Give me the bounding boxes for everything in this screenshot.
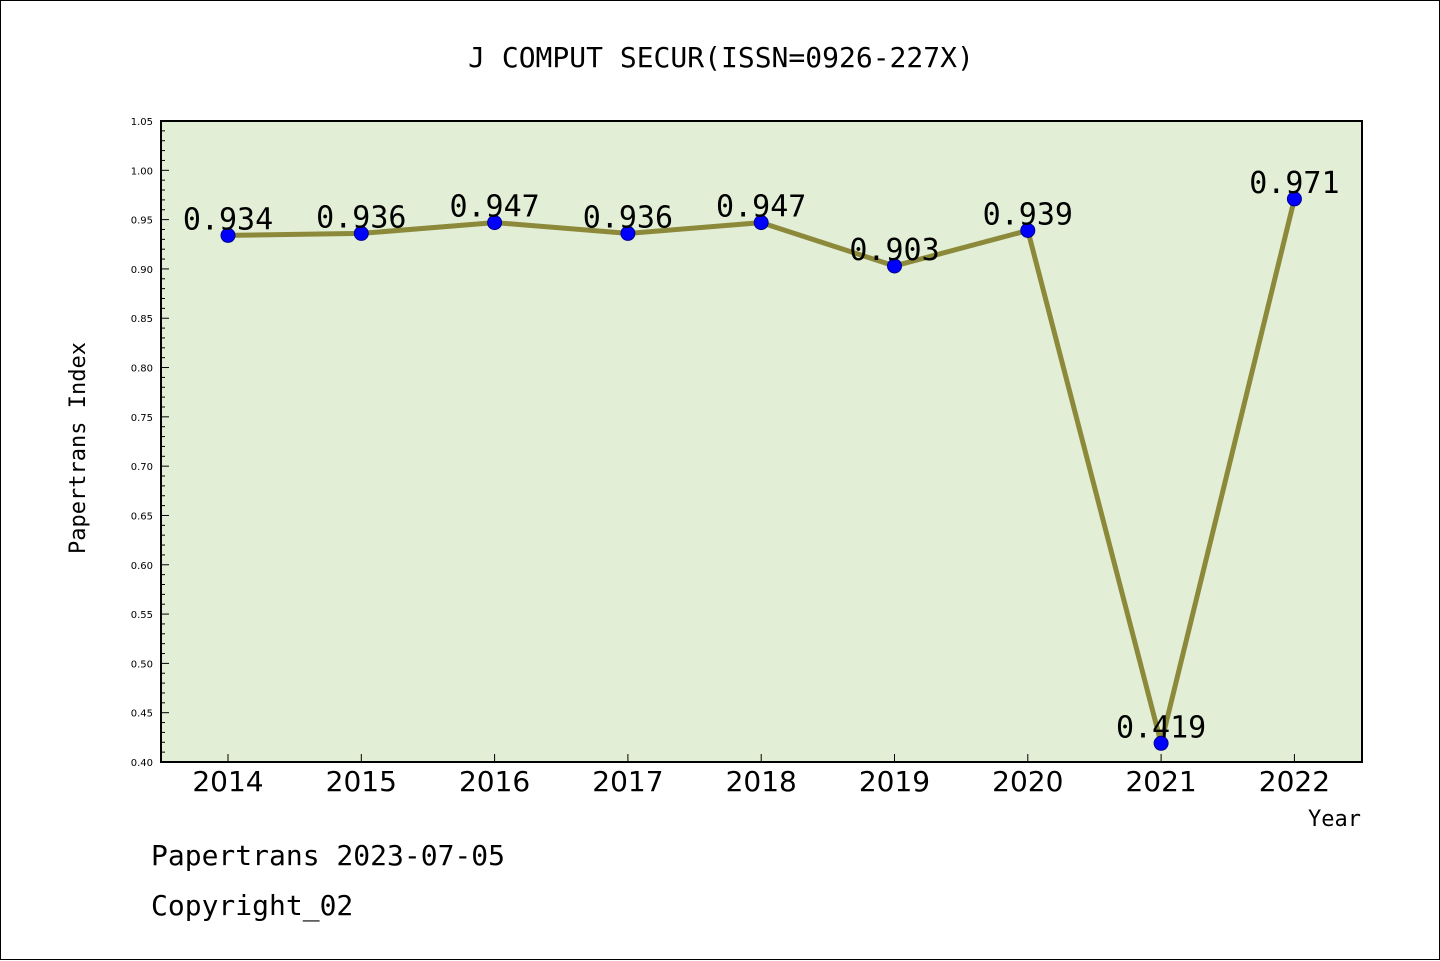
x-tick-label: 2022 [1259,765,1330,798]
x-tick-label: 2014 [192,765,263,798]
footer-copyright: Copyright_02 [151,889,353,923]
y-tick-label: 1.05 [131,117,153,128]
data-label: 0.936 [583,200,673,235]
y-axis-label: Papertrans Index [66,342,91,554]
data-point-marker [1153,735,1169,751]
x-tick-label: 2021 [1125,765,1196,798]
y-tick-label: 0.45 [131,709,153,720]
y-tick-label: 0.50 [131,659,153,670]
y-tick-label: 0.65 [131,511,153,522]
footer-date: Papertrans 2023-07-05 [151,839,505,872]
plot-border [160,120,1363,763]
x-tick-label: 2018 [726,765,797,798]
x-axis-label: Year [1308,807,1361,832]
y-tick-label: 0.60 [131,561,153,572]
y-axis: 0.40 0.45 0.50 0.55 0.60 0.65 0.70 0.75 0.80 0.85… [131,117,169,769]
data-label: 0.971 [1249,166,1339,201]
y-tick-label: 0.95 [131,216,153,227]
data-point-marker [887,258,902,274]
chart-title: J COMPUT SECUR(ISSN=0926-227X) [468,41,974,74]
x-tick-label: 2019 [859,765,930,798]
y-tick-label: 0.40 [131,758,153,769]
x-axis: 2014 2015 2016 2017 2018 2019 2020 2021 2022 [192,754,1330,798]
data-point-marker [620,225,636,241]
data-point-marker [1020,222,1036,238]
x-tick-label: 2016 [459,765,530,798]
data-label: 0.419 [1116,710,1206,745]
y-tick-label: 0.80 [131,364,153,375]
y-tick-label: 0.90 [131,265,153,276]
data-point-marker [220,227,236,243]
data-label: 0.947 [716,190,806,225]
data-label: 0.936 [316,200,406,235]
data-label: 0.947 [449,190,539,225]
data-label: 0.939 [983,197,1073,232]
y-tick-label: 1.00 [131,166,153,177]
data-point-marker [753,215,769,231]
y-tick-label: 0.55 [131,610,153,621]
y-tick-label: 0.85 [131,314,153,325]
y-tick-label: 0.70 [131,462,153,473]
x-tick-label: 2015 [326,765,397,798]
series-line [220,191,1302,751]
data-point-marker [353,225,369,241]
x-tick-label: 2017 [592,765,663,798]
data-point-marker [1286,191,1302,207]
data-labels: 0.934 0.936 0.947 0.936 0.947 0.903 0.939 0.419… [183,166,1340,745]
data-point-marker [487,215,503,231]
y-tick-label: 0.75 [131,413,153,424]
x-tick-label: 2020 [992,765,1063,798]
data-label: 0.934 [183,202,273,237]
data-label: 0.903 [849,233,939,268]
